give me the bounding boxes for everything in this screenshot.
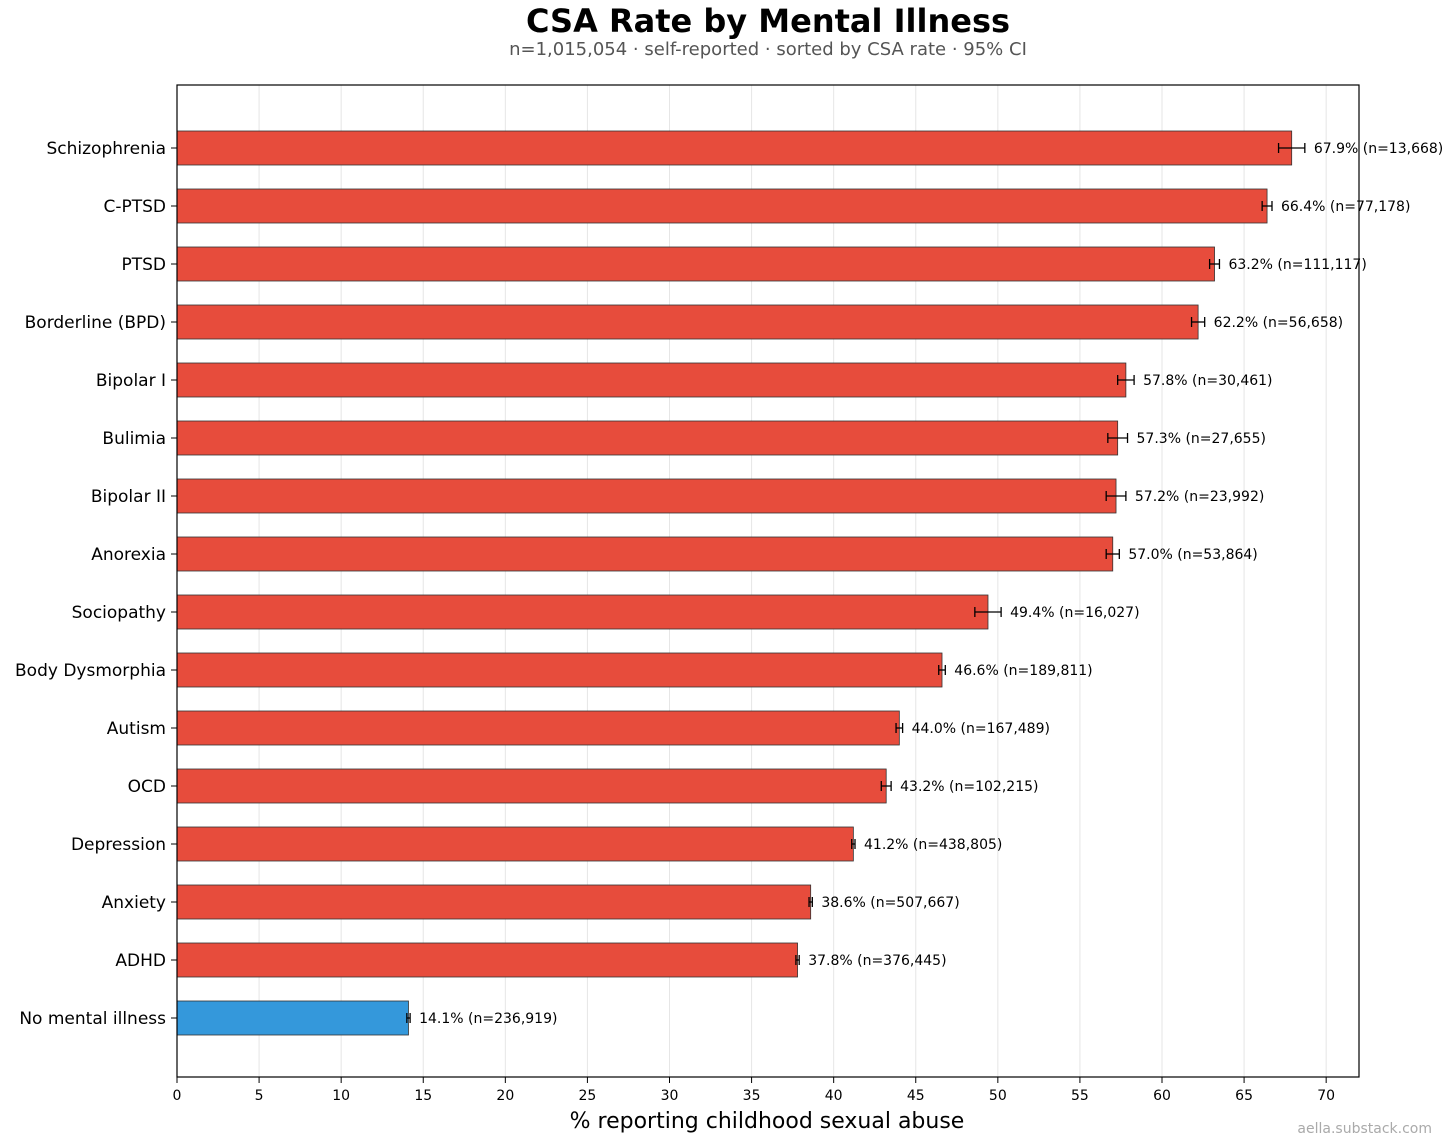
- bar: [176, 652, 943, 688]
- x-tick-label: 0: [173, 1088, 182, 1104]
- x-tick-label: 35: [743, 1088, 761, 1104]
- bar: [176, 130, 1293, 166]
- x-tick-label: 65: [1235, 1088, 1253, 1104]
- data-label: 57.0% (n=53,864): [1128, 547, 1257, 563]
- category-label: Sociopathy: [72, 603, 166, 623]
- x-tick-label: 10: [332, 1088, 350, 1104]
- bar: [176, 594, 989, 630]
- x-tick-label: 15: [414, 1088, 432, 1104]
- data-label: 41.2% (n=438,805): [864, 837, 1002, 853]
- bar: [176, 304, 1199, 340]
- data-label: 37.8% (n=376,445): [808, 953, 946, 969]
- category-label: Bulimia: [102, 429, 166, 449]
- x-tick-label: 30: [661, 1088, 679, 1104]
- bar: [176, 188, 1268, 224]
- category-label: Anxiety: [102, 893, 166, 913]
- category-label: Borderline (BPD): [25, 313, 166, 333]
- bar: [176, 478, 1117, 514]
- bar: [176, 710, 900, 746]
- x-tick-label: 70: [1317, 1088, 1335, 1104]
- data-label: 63.2% (n=111,117): [1228, 257, 1366, 273]
- watermark: aella.substack.com: [1297, 1121, 1432, 1137]
- bar: [176, 362, 1127, 398]
- bar-layer: 67.9% (n=13,668) 66.4% (n=77,178) 63.2% (n…: [176, 130, 1443, 1036]
- category-label: PTSD: [121, 255, 166, 275]
- category-label: Bipolar I: [96, 371, 166, 391]
- bar: [176, 768, 887, 804]
- bar: [176, 246, 1215, 282]
- category-label: ADHD: [115, 951, 166, 971]
- chart-subtitle: n=1,015,054 · self-reported · sorted by …: [509, 39, 1027, 60]
- bar: [176, 1000, 409, 1036]
- bar: [176, 536, 1114, 572]
- category-label: Schizophrenia: [46, 139, 166, 159]
- x-tick-label: 5: [255, 1088, 264, 1104]
- axis-layer: 0 5 10 15 20 25 30 35 40 45 50 55 60 65 70 Schizophreni…: [15, 84, 1360, 1104]
- category-label: Anorexia: [91, 545, 166, 565]
- grid-layer: [258, 85, 1327, 1077]
- x-tick-label: 40: [825, 1088, 843, 1104]
- data-label: 67.9% (n=13,668): [1314, 141, 1443, 157]
- data-label: 14.1% (n=236,919): [419, 1011, 557, 1027]
- x-tick-label: 25: [579, 1088, 597, 1104]
- data-label: 38.6% (n=507,667): [821, 895, 959, 911]
- data-label: 46.6% (n=189,811): [954, 663, 1092, 679]
- bar: [176, 884, 812, 920]
- data-label: 49.4% (n=16,027): [1010, 605, 1139, 621]
- x-axis-label: % reporting childhood sexual abuse: [570, 1109, 965, 1134]
- plot-frame: [176, 84, 1360, 1078]
- data-label: 57.2% (n=23,992): [1135, 489, 1264, 505]
- data-label: 43.2% (n=102,215): [900, 779, 1038, 795]
- data-label: 57.8% (n=30,461): [1143, 373, 1272, 389]
- category-label: Body Dysmorphia: [15, 661, 166, 681]
- x-tick-label: 60: [1153, 1088, 1171, 1104]
- data-label: 62.2% (n=56,658): [1214, 315, 1343, 331]
- x-tick-label: 20: [496, 1088, 514, 1104]
- category-label: C-PTSD: [103, 197, 166, 217]
- x-tick-label: 55: [1071, 1088, 1089, 1104]
- category-label: OCD: [128, 777, 166, 797]
- data-label: 66.4% (n=77,178): [1281, 199, 1410, 215]
- data-label: 57.3% (n=27,655): [1137, 431, 1266, 447]
- bar: [176, 826, 854, 862]
- category-label: Depression: [71, 835, 166, 855]
- x-tick-label: 45: [907, 1088, 925, 1104]
- bar: [176, 942, 798, 978]
- chart-title: CSA Rate by Mental Illness: [525, 2, 1011, 40]
- category-label: Autism: [107, 719, 166, 739]
- data-label: 44.0% (n=167,489): [912, 721, 1050, 737]
- category-label: Bipolar II: [91, 487, 166, 507]
- category-label: No mental illness: [19, 1009, 166, 1029]
- bar: [176, 420, 1119, 456]
- x-tick-label: 50: [989, 1088, 1007, 1104]
